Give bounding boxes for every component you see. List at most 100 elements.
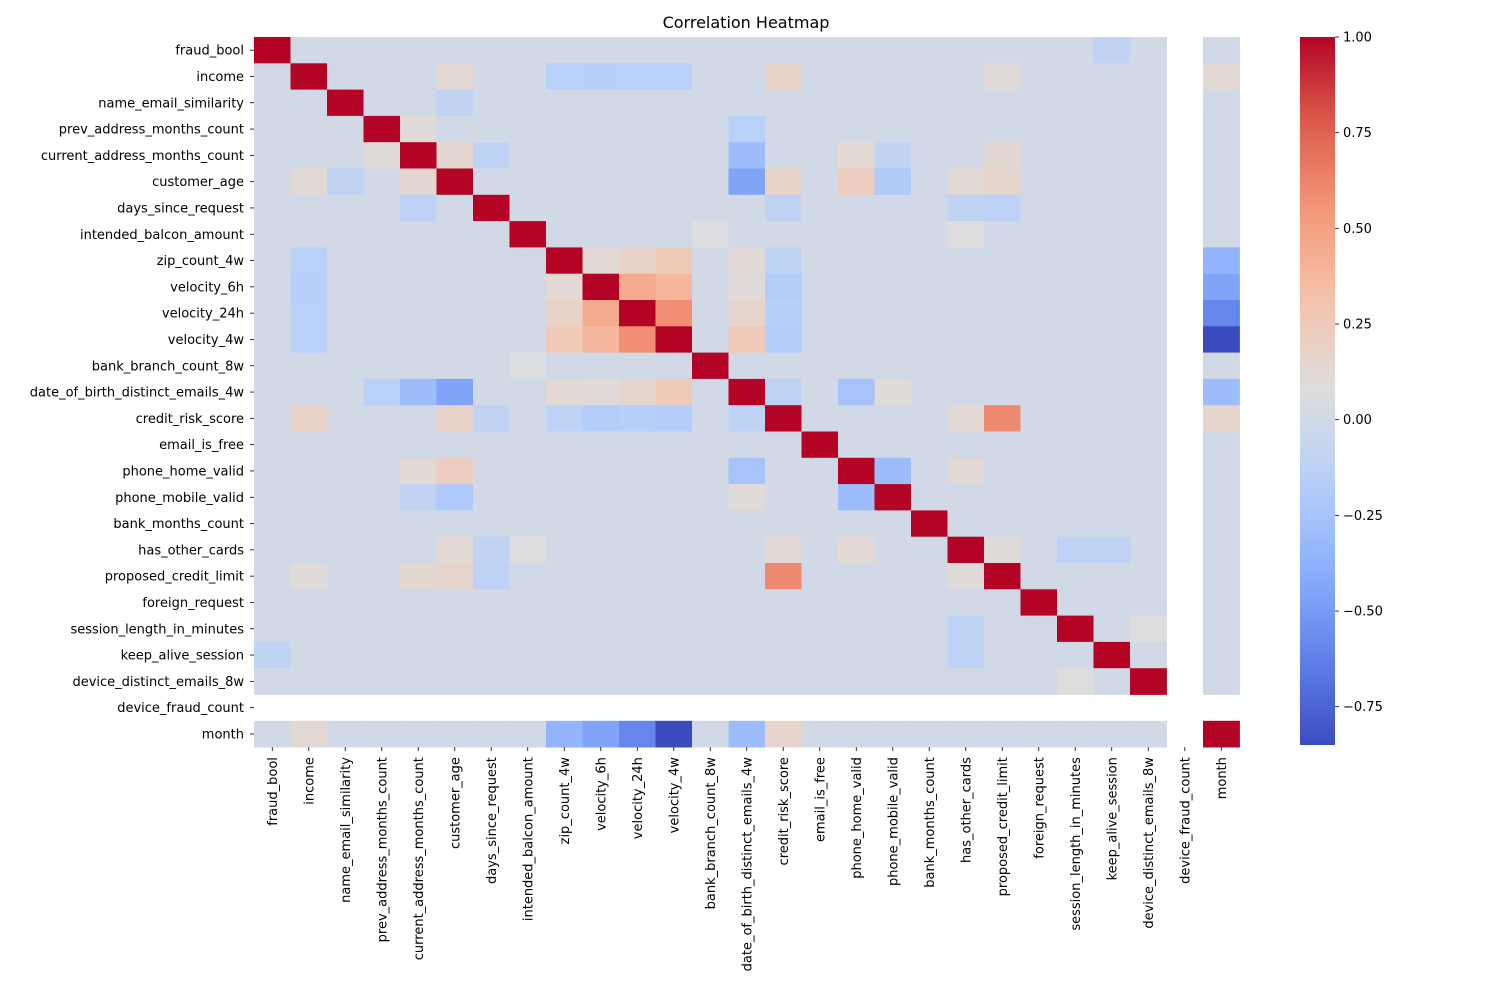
heatmap-cell xyxy=(655,352,693,380)
heatmap-cell xyxy=(1130,37,1167,64)
heatmap-cell xyxy=(436,221,474,248)
y-tick-label: zip_count_4w xyxy=(157,254,245,269)
heatmap-cell xyxy=(509,247,547,275)
x-tick-label: has_other_cards xyxy=(959,757,974,863)
heatmap-cell xyxy=(874,352,912,380)
heatmap-cell xyxy=(947,510,985,538)
heatmap-cell xyxy=(1020,300,1058,327)
y-tick-label: device_distinct_emails_8w xyxy=(72,675,244,690)
heatmap-cell xyxy=(473,89,510,117)
heatmap-cell xyxy=(655,668,693,695)
heatmap-cell xyxy=(947,352,985,380)
heatmap-cell xyxy=(509,168,547,196)
heatmap-cell xyxy=(1057,168,1094,196)
heatmap-cell xyxy=(509,89,547,117)
heatmap-cell xyxy=(1057,457,1094,485)
heatmap-cell xyxy=(692,378,729,406)
heatmap-cell xyxy=(801,536,839,564)
heatmap-cell xyxy=(363,300,401,327)
heatmap-cell xyxy=(874,273,912,301)
heatmap-cell xyxy=(546,89,583,117)
heatmap-cell xyxy=(655,405,693,432)
heatmap-cell xyxy=(582,63,620,90)
heatmap-cell xyxy=(1020,510,1058,538)
heatmap-cell xyxy=(911,720,948,748)
heatmap-cell xyxy=(1203,536,1240,564)
heatmap-cell xyxy=(1130,457,1167,485)
heatmap-cell xyxy=(254,641,291,669)
heatmap-cell xyxy=(984,63,1021,90)
heatmap-cell xyxy=(765,194,802,222)
heatmap-cell xyxy=(1093,484,1131,511)
heatmap-cell xyxy=(655,484,693,511)
heatmap-cell xyxy=(254,589,291,616)
heatmap-cell xyxy=(254,720,291,748)
heatmap-cell xyxy=(692,352,729,380)
heatmap-cell xyxy=(619,563,656,590)
x-tick-label: phone_home_valid xyxy=(850,757,865,879)
heatmap-cell xyxy=(582,563,620,590)
x-tick-label: name_email_similarity xyxy=(339,757,354,903)
heatmap-cell xyxy=(290,300,328,327)
heatmap-cell xyxy=(473,63,510,90)
heatmap-cell xyxy=(765,641,802,669)
heatmap-cell xyxy=(1093,273,1131,301)
heatmap-cell xyxy=(984,89,1021,117)
heatmap-cell xyxy=(1130,89,1167,117)
heatmap-cell xyxy=(801,457,839,485)
heatmap-cell xyxy=(619,405,656,432)
y-tick-label: credit_risk_score xyxy=(136,412,244,427)
heatmap-cell xyxy=(582,668,620,695)
heatmap-cell xyxy=(1057,563,1094,590)
heatmap-cell xyxy=(1020,273,1058,301)
heatmap-cell xyxy=(984,378,1021,406)
heatmap-cell xyxy=(1130,510,1167,538)
heatmap-cell xyxy=(838,115,875,143)
heatmap-cell xyxy=(1020,63,1058,90)
heatmap-cell xyxy=(254,536,291,564)
heatmap-cell xyxy=(838,536,875,564)
heatmap-cell xyxy=(473,641,510,669)
heatmap-cell xyxy=(838,457,875,485)
y-tick-label: phone_home_valid xyxy=(122,464,244,479)
heatmap-cell xyxy=(546,589,583,616)
heatmap-cell xyxy=(327,510,364,538)
heatmap-cell xyxy=(254,300,291,327)
heatmap-cell xyxy=(801,615,839,643)
heatmap-cell xyxy=(473,431,510,459)
heatmap-cell xyxy=(1203,615,1240,643)
heatmap-cell xyxy=(728,115,766,143)
heatmap-cell xyxy=(254,484,291,511)
heatmap-cell xyxy=(765,352,802,380)
heatmap-cell xyxy=(619,589,656,616)
heatmap-cell xyxy=(765,326,802,353)
y-tick-label: email_is_free xyxy=(159,438,244,453)
heatmap-cell xyxy=(473,589,510,616)
y-tick-label: keep_alive_session xyxy=(121,649,244,664)
heatmap-cell xyxy=(1057,668,1094,695)
x-tick-label: current_address_months_count xyxy=(412,757,427,960)
heatmap-cell xyxy=(765,536,802,564)
heatmap-cell xyxy=(801,641,839,669)
heatmap-cell xyxy=(984,484,1021,511)
heatmap-cell xyxy=(473,326,510,353)
heatmap-cell xyxy=(509,63,547,90)
x-tick-label: velocity_6h xyxy=(594,757,609,831)
heatmap-cell xyxy=(582,720,620,748)
heatmap-cell xyxy=(582,221,620,248)
heatmap-cell xyxy=(327,63,364,90)
heatmap-cell xyxy=(1130,168,1167,196)
heatmap-cell xyxy=(619,168,656,196)
heatmap-cell xyxy=(984,142,1021,169)
x-tick-label: prev_address_months_count xyxy=(375,757,390,942)
heatmap-cell xyxy=(801,668,839,695)
heatmap-cell xyxy=(436,405,474,432)
x-tick-label: date_of_birth_distinct_emails_4w xyxy=(740,757,755,972)
heatmap-cell xyxy=(400,405,437,432)
colorbar-tick-label: 1.00 xyxy=(1343,31,1372,46)
heatmap-cell xyxy=(546,37,583,64)
heatmap-cell xyxy=(290,63,328,90)
heatmap-cell xyxy=(363,484,401,511)
heatmap-cell xyxy=(582,405,620,432)
